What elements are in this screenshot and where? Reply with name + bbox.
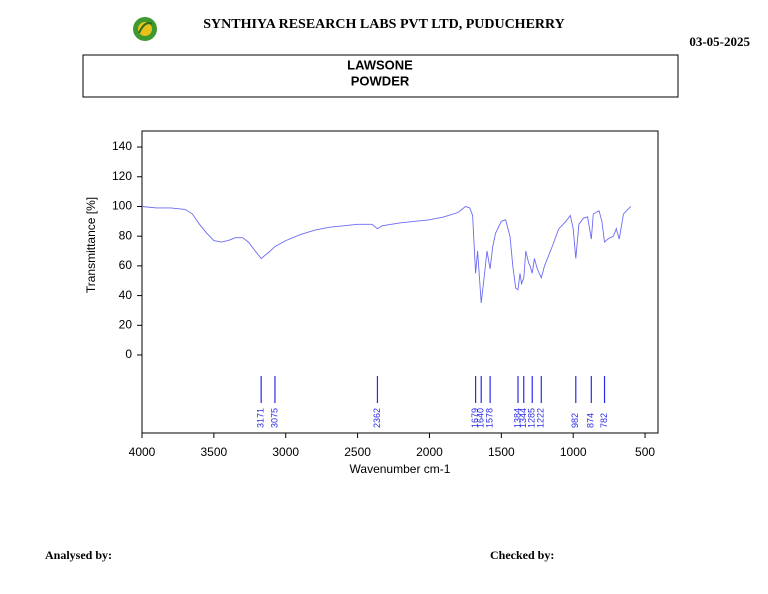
logo <box>133 17 157 41</box>
x-tick-label: 1000 <box>560 445 587 459</box>
peak-label: 1384 <box>512 408 522 428</box>
x-tick-label: 2500 <box>344 445 371 459</box>
y-tick-label: 100 <box>112 199 132 213</box>
peak-label: 982 <box>570 413 580 428</box>
peak-label: 2362 <box>372 408 382 428</box>
peak-label: 1344 <box>518 408 528 428</box>
x-tick-label: 4000 <box>129 445 156 459</box>
sample-box <box>82 54 679 98</box>
y-tick-label: 120 <box>112 169 132 183</box>
peak-label: 3171 <box>256 408 266 428</box>
company-title: SYNTHIYA RESEARCH LABS PVT LTD, PUDUCHER… <box>203 17 565 32</box>
peak-label: 1578 <box>484 408 494 428</box>
peak-label: 874 <box>586 413 596 428</box>
peak-label: 1285 <box>527 408 537 428</box>
x-tick-label: 1500 <box>488 445 515 459</box>
y-tick-label: 60 <box>119 258 133 272</box>
x-axis-label: Wavenumber cm-1 <box>350 462 451 476</box>
checked-by: Checked by: <box>490 548 554 562</box>
peak-label: 3075 <box>269 408 279 428</box>
y-tick-label: 0 <box>125 347 132 361</box>
peak-label: 1640 <box>476 408 486 428</box>
sample-form: POWDER <box>351 73 410 88</box>
plot-frame <box>141 130 659 434</box>
analysed-by: Analysed by: <box>45 548 112 562</box>
date: 03-05-2025 <box>689 34 750 49</box>
x-tick-label: 3500 <box>201 445 228 459</box>
sample-name: LAWSONE <box>347 57 413 72</box>
peak-label: 782 <box>599 413 609 428</box>
y-tick-label: 80 <box>119 228 133 242</box>
x-tick-label: 3000 <box>272 445 299 459</box>
peak-label: 1679 <box>470 408 480 428</box>
y-axis-label: Transmittance [%] <box>84 197 98 293</box>
y-tick-label: 140 <box>112 139 132 153</box>
y-tick-label: 40 <box>119 288 133 302</box>
peak-label: 1222 <box>536 408 546 428</box>
y-tick-label: 20 <box>119 317 133 331</box>
spectrum-line <box>141 205 632 304</box>
x-tick-label: 500 <box>635 445 655 459</box>
x-tick-label: 2000 <box>416 445 443 459</box>
